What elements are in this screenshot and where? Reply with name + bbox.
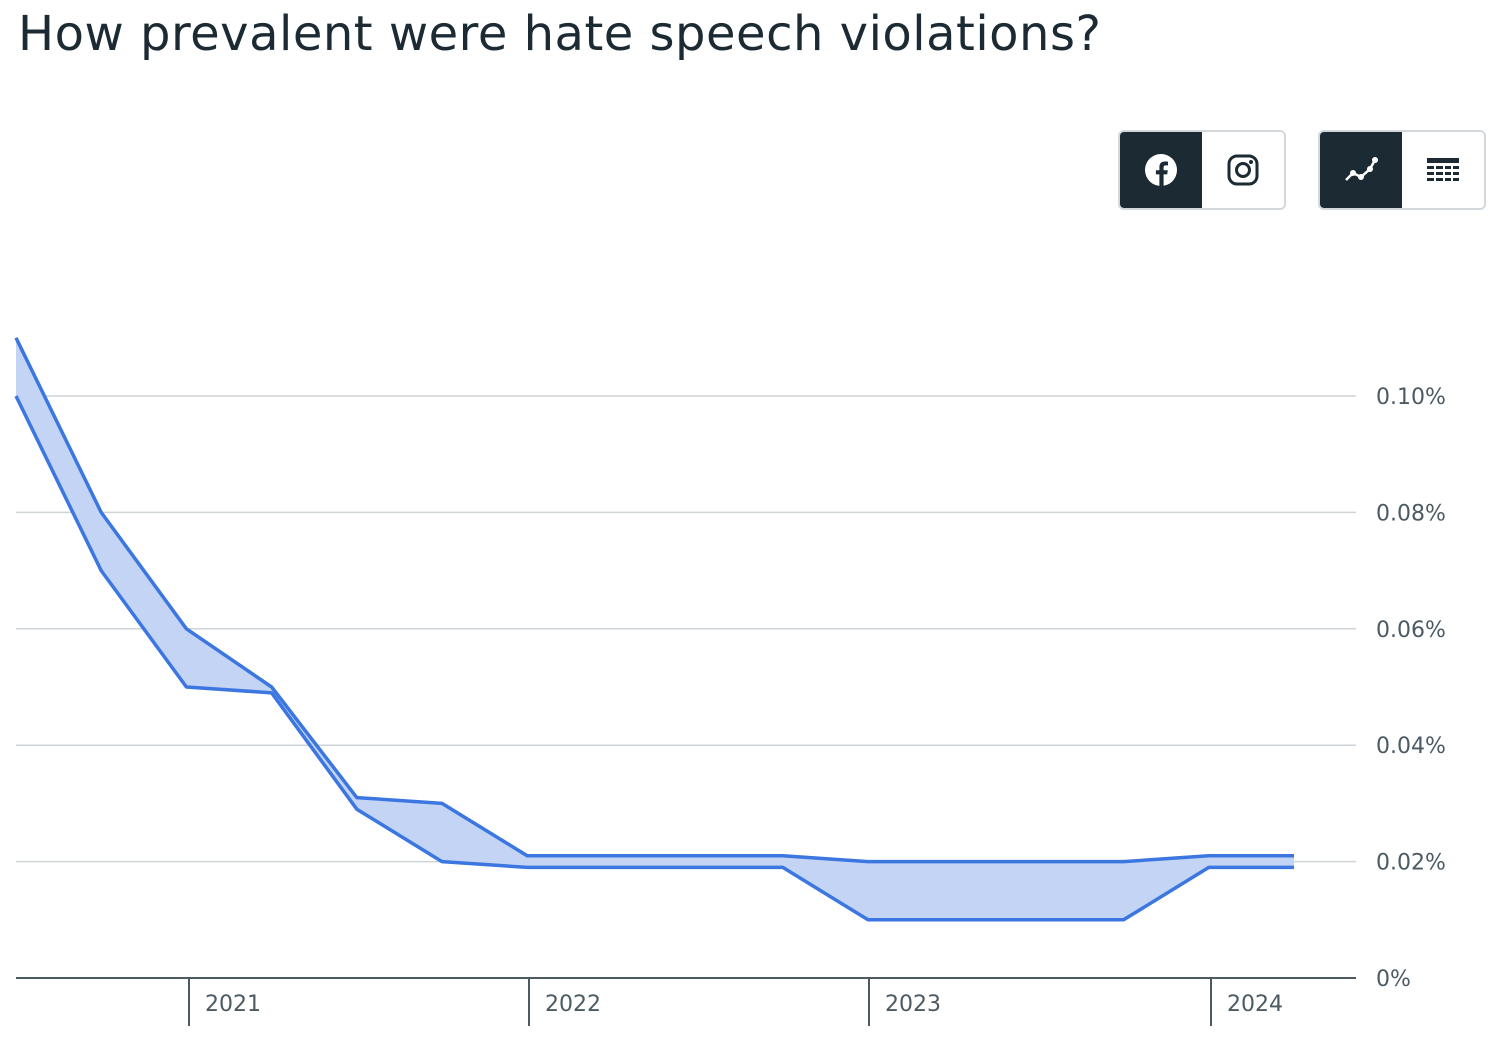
table-icon [1427,158,1459,181]
y-tick-label: 0.10% [1376,385,1446,410]
chart-view-button[interactable] [1320,132,1402,208]
instagram-button[interactable] [1202,132,1284,208]
instagram-icon [1227,154,1259,186]
platform-toggle [1118,130,1286,210]
range-band [16,337,1294,920]
y-tick-label: 0.08% [1376,501,1446,526]
line-chart-icon [1345,157,1378,181]
facebook-button[interactable] [1120,132,1202,208]
upper-bound-line [14,337,1294,864]
y-tick-label: 0% [1376,967,1411,992]
y-tick-label: 0.06% [1376,618,1446,643]
table-view-button[interactable] [1402,132,1484,208]
lower-bound-line [14,395,1294,922]
x-tick-label: 2022 [545,992,601,1017]
facebook-icon [1145,154,1177,187]
view-toggle [1318,130,1486,210]
y-tick-label: 0.04% [1376,734,1446,759]
x-tick-label: 2024 [1227,992,1283,1017]
chart-title: How prevalent were hate speech violation… [18,6,1102,62]
x-tick-label: 2021 [205,992,261,1017]
x-tick-label: 2023 [885,992,941,1017]
y-tick-label: 0.02% [1376,851,1446,876]
